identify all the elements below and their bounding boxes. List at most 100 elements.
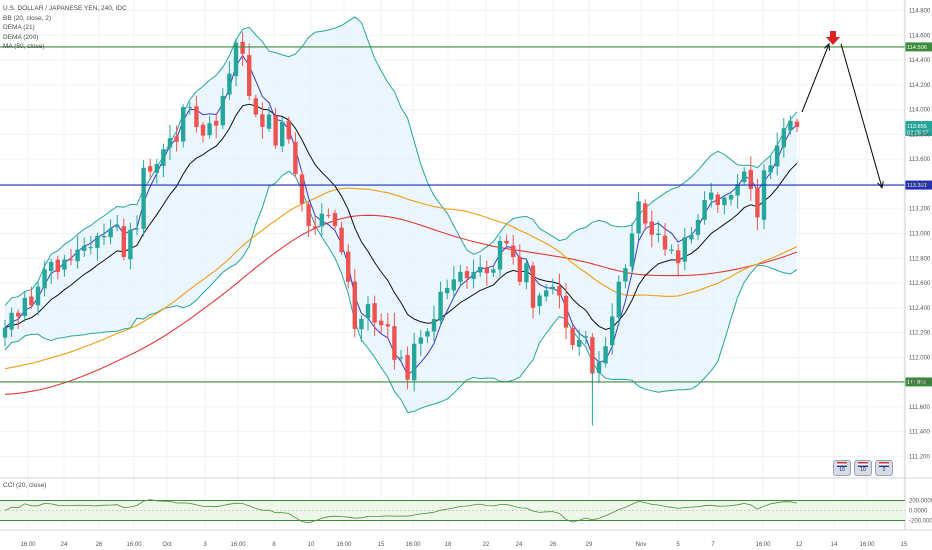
candle-body	[385, 324, 390, 327]
cci-legend[interactable]: CCI (20, close)	[3, 482, 47, 489]
candle-body	[656, 233, 661, 235]
candle-body	[266, 114, 272, 129]
time-tick-label: 16:00	[336, 542, 352, 548]
candle-body	[115, 224, 120, 228]
legend-ma50[interactable]: MA (50, close)	[3, 43, 45, 51]
candle-body	[623, 268, 628, 282]
legend-bb[interactable]: BB (20, close, 2)	[3, 14, 52, 22]
candle-body	[695, 219, 701, 235]
candle-body	[603, 346, 608, 364]
ema-line	[4, 103, 798, 331]
candle-body	[29, 296, 34, 306]
price-tick-label: 114.600	[909, 33, 931, 39]
candle-body	[504, 240, 509, 244]
price-tick-label: 111.600	[909, 405, 930, 411]
price-tick-label: 114.000	[909, 108, 931, 114]
event-flag-icon[interactable]: 10	[854, 460, 872, 476]
candle-body	[75, 249, 80, 262]
candle-body	[735, 183, 740, 196]
event-flag-icon[interactable]: 10	[833, 460, 851, 476]
candle-body	[194, 106, 199, 127]
price-axis[interactable]: 114.800 114.600 114.400 114.200 114.000 113.8…	[904, 0, 931, 530]
time-tick-label: 15	[378, 542, 385, 548]
candle-body	[16, 312, 21, 317]
candle-body	[781, 128, 786, 148]
candle-body	[517, 256, 522, 282]
candle-body	[372, 303, 377, 323]
candle-body	[491, 269, 496, 273]
event-flag-icon[interactable]: 2	[875, 460, 893, 476]
time-tick-label: 26	[96, 542, 103, 548]
price-tick-label: 114.800	[909, 9, 931, 15]
candle-body	[431, 318, 437, 332]
symbol-title: U.S. DOLLAR / JAPANESE YEN, 240, IDC	[3, 5, 127, 12]
candle-body	[616, 281, 621, 318]
candle-body	[418, 337, 423, 344]
projection-up-arrow	[801, 44, 829, 113]
price-tick-label: 111.200	[909, 455, 930, 461]
candle-body	[742, 171, 747, 183]
price-tick-label: 113.200	[909, 207, 931, 213]
cci-panel: 200.0000 0.0000 -200.0000	[0, 477, 932, 525]
candle-body	[583, 336, 588, 338]
legend-dema200[interactable]: DEMA (200)	[3, 33, 39, 41]
candle-body	[95, 235, 100, 248]
candle-body	[530, 265, 536, 308]
candle-body	[709, 192, 714, 200]
time-tick-label: 29	[586, 542, 593, 548]
time-tick-label: 10	[308, 542, 315, 548]
candle-body	[438, 291, 443, 321]
candle-body	[497, 240, 503, 270]
time-axis[interactable]: 16:00 24 26 16:00 Oct 3 16:00 8 10 16:00 15 16:00 18…	[0, 529, 932, 548]
time-tick-label: 22	[483, 542, 490, 548]
time-tick-label: 16:00	[230, 542, 246, 548]
candle-body	[794, 121, 800, 127]
candle-body	[689, 234, 694, 240]
candle-body	[22, 297, 27, 317]
candle-body	[260, 114, 265, 127]
candle-body	[88, 247, 93, 249]
candle-body	[775, 145, 780, 167]
price-tick-label: 112.400	[909, 306, 931, 312]
candle-body	[148, 166, 153, 172]
price-tick-label: 113.600	[909, 157, 931, 163]
candle-body	[524, 263, 529, 283]
candle-body	[643, 203, 648, 224]
cci-tick-label: 0.0000	[909, 509, 928, 515]
ma50-line	[4, 187, 798, 370]
cci-line	[4, 499, 798, 524]
time-tick-label: 26	[550, 542, 557, 548]
projection-arrows	[801, 31, 882, 188]
legend-dema21[interactable]: DEMA (21)	[3, 24, 35, 32]
time-tick-label: 24	[516, 542, 523, 548]
candle-body	[398, 357, 404, 359]
candle-body	[471, 271, 476, 280]
candle-body	[128, 229, 133, 260]
candle-body	[332, 213, 338, 227]
candle-body	[200, 124, 206, 136]
time-tick-label: 24	[61, 542, 68, 548]
candle-body	[662, 235, 668, 250]
candle-body	[458, 271, 463, 282]
time-tick-label: 16:00	[755, 542, 771, 548]
candle-body	[319, 213, 324, 227]
price-tick-label: 114.400	[909, 58, 931, 64]
candle-body	[682, 237, 687, 262]
bb-fill	[5, 16, 797, 413]
event-count: 10	[860, 467, 866, 473]
price-tick-label: 111.400	[909, 430, 930, 436]
time-tick-label: Nov	[636, 542, 647, 548]
candle-body	[352, 281, 357, 329]
candle-body	[240, 41, 245, 54]
candle-body	[108, 228, 113, 238]
candle-body	[346, 251, 351, 282]
candle-body	[326, 214, 331, 216]
time-tick-label: 5	[676, 542, 680, 548]
economic-events: 10 10 2	[833, 460, 893, 476]
candle-body	[286, 120, 291, 140]
candle-body	[596, 362, 602, 373]
time-tick-label: 16:00	[405, 542, 421, 548]
time-tick-label: 14	[831, 542, 838, 548]
dema200-line	[4, 214, 798, 395]
